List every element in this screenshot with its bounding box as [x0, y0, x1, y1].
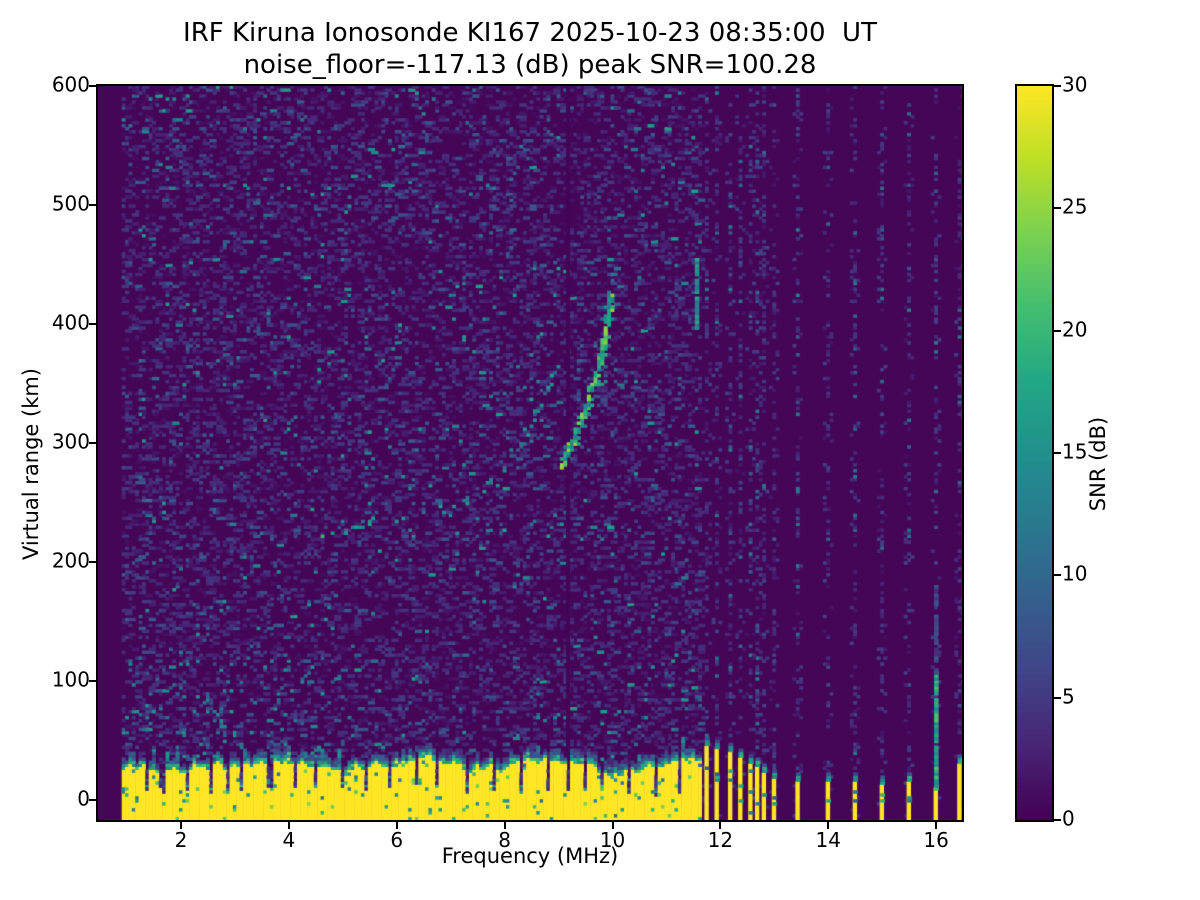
colorbar-tick-mark	[1054, 85, 1061, 87]
ionogram-plot-area	[96, 84, 964, 822]
y-tick-mark	[89, 560, 96, 563]
colorbar-label: SNR (dB)	[1086, 416, 1110, 512]
colorbar-tick-label: 30	[1062, 72, 1088, 97]
x-tick-label: 6	[390, 828, 404, 852]
x-tick-label: 2	[174, 828, 188, 852]
colorbar-tick-mark	[1054, 696, 1061, 699]
x-tick-mark	[395, 822, 398, 829]
y-tick-mark	[89, 203, 96, 206]
x-tick-mark	[503, 822, 506, 829]
y-tick-label: 400	[51, 310, 90, 335]
y-tick-mark	[89, 322, 96, 325]
colorbar-tick-mark	[1054, 574, 1061, 577]
colorbar-tick-mark	[1054, 452, 1061, 454]
chart-title-line-1: IRF Kiruna Ionosonde KI167 2025-10-23 08…	[183, 18, 877, 48]
y-tick-mark	[89, 85, 96, 87]
x-tick-label: 14	[815, 828, 841, 852]
chart-title-line-2: noise_floor=-117.13 (dB) peak SNR=100.28	[243, 50, 817, 80]
y-tick-mark	[89, 441, 96, 444]
x-tick-mark	[287, 822, 290, 829]
x-tick-label: 12	[707, 828, 734, 852]
x-tick-mark	[935, 822, 938, 829]
y-tick-label: 300	[51, 429, 90, 454]
y-tick-mark	[89, 679, 96, 682]
x-tick-label: 16	[923, 828, 949, 852]
colorbar-tick-mark	[1054, 329, 1061, 332]
y-tick-label: 0	[77, 786, 90, 811]
colorbar-tick-mark	[1054, 819, 1061, 821]
x-tick-mark	[611, 822, 614, 829]
x-tick-label: 10	[599, 828, 626, 852]
colorbar-tick-label: 10	[1062, 561, 1088, 586]
x-tick-mark	[719, 822, 722, 829]
x-tick-mark	[827, 822, 830, 829]
colorbar-tick-label: 25	[1062, 194, 1088, 219]
y-tick-label: 500	[51, 191, 90, 216]
x-tick-label: 8	[498, 828, 512, 852]
x-tick-label: 4	[282, 828, 296, 852]
y-tick-label: 600	[51, 72, 90, 97]
colorbar-tick-label: 20	[1062, 317, 1088, 342]
colorbar	[1015, 84, 1054, 822]
colorbar-tick-label: 0	[1062, 806, 1075, 831]
y-tick-mark	[89, 798, 96, 801]
colorbar-tick-label: 15	[1062, 439, 1088, 464]
ionogram-heatmap	[98, 86, 962, 820]
colorbar-tick-label: 5	[1062, 684, 1075, 709]
x-tick-mark	[180, 822, 183, 829]
y-axis-label: Virtual range (km)	[19, 367, 43, 561]
y-tick-label: 200	[51, 548, 90, 573]
x-axis-label: Frequency (MHz)	[441, 844, 619, 868]
y-tick-label: 100	[51, 667, 90, 692]
colorbar-tick-mark	[1054, 207, 1061, 210]
colorbar-gradient	[1017, 86, 1052, 820]
